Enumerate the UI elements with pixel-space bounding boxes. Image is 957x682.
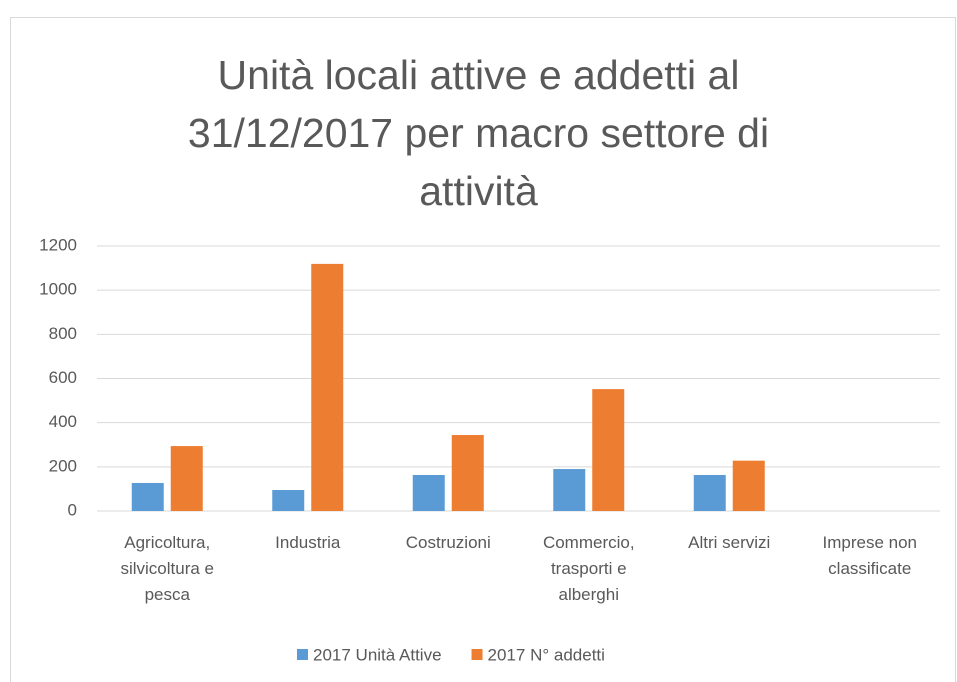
x-tick-label: Altri servizi [688, 533, 771, 552]
y-tick-label: 1000 [39, 280, 77, 299]
legend-swatch [297, 649, 308, 660]
bar [553, 469, 586, 511]
y-tick-label: 200 [49, 456, 77, 475]
x-tick-label: Commercio, trasporti e alberghi [542, 533, 635, 604]
x-tick-label: Agricoltura, silvicoltura e pesca [120, 533, 215, 604]
bar [272, 490, 305, 511]
y-tick-label: 0 [68, 500, 77, 519]
y-tick-label: 1200 [39, 235, 77, 254]
bar [592, 389, 625, 511]
bar [451, 435, 484, 511]
x-tick-label: Costruzioni [405, 533, 491, 552]
legend-label: 2017 Unità Attive [313, 645, 442, 664]
y-tick-label: 400 [49, 412, 77, 431]
bar [311, 263, 344, 511]
bar [131, 482, 164, 511]
legend-swatch [471, 649, 483, 660]
x-tick-label: Industria [275, 533, 341, 552]
y-tick-label: 800 [49, 324, 77, 343]
bar [170, 446, 203, 511]
y-tick-label: 600 [49, 368, 77, 387]
chart-title: Unità locali attive e addetti al 31/12/2… [187, 52, 770, 214]
chart-border [10, 17, 956, 682]
bar [693, 475, 726, 511]
bar [732, 460, 765, 511]
x-tick-label: Imprese non classificate [822, 533, 918, 578]
legend-label: 2017 N° addetti [488, 645, 605, 664]
bar [412, 475, 445, 511]
